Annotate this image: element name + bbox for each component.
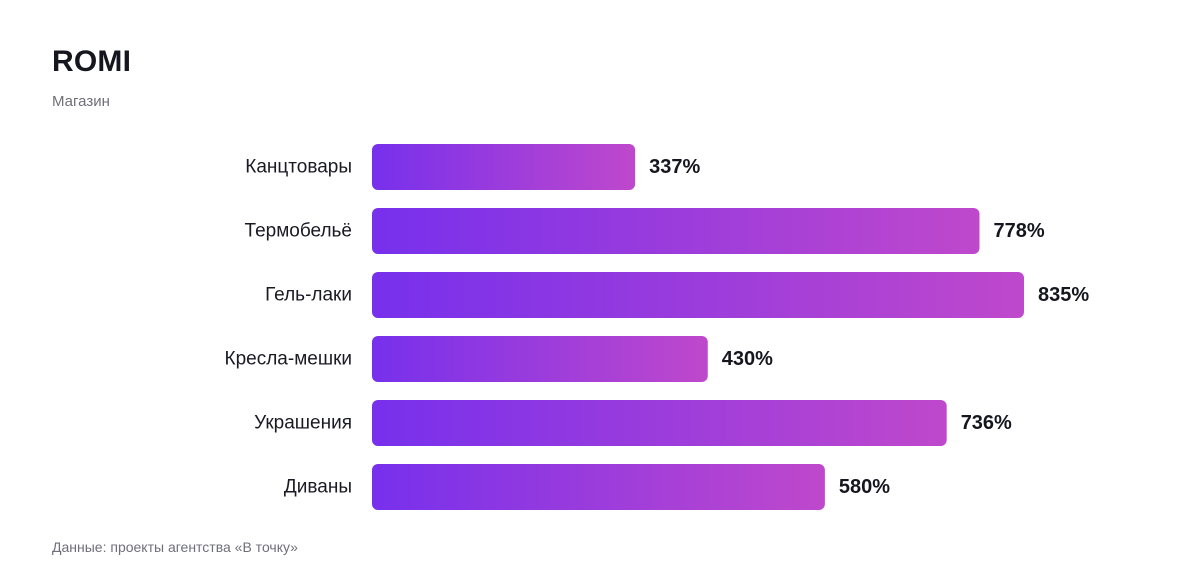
bar bbox=[372, 464, 825, 510]
bar bbox=[372, 400, 947, 446]
value-label: 736% bbox=[961, 412, 1012, 434]
bars-layer: Канцтовары 337% Термобельё 778% Гель-лаки 835… bbox=[225, 144, 1089, 510]
category-label: Диваны bbox=[284, 477, 352, 498]
category-label: Термобельё bbox=[245, 221, 352, 242]
bar bbox=[372, 336, 708, 382]
value-label: 778% bbox=[993, 220, 1044, 242]
bar bbox=[372, 208, 980, 254]
bar bbox=[372, 144, 636, 190]
source-note: Данные: проекты агентства «В точку» bbox=[52, 539, 298, 555]
value-label: 835% bbox=[1038, 284, 1089, 306]
category-label: Канцтовары bbox=[245, 157, 352, 178]
bar bbox=[372, 272, 1024, 318]
value-label: 580% bbox=[839, 476, 890, 498]
category-label: Кресла-мешки bbox=[225, 349, 352, 370]
category-label: Украшения bbox=[254, 413, 352, 434]
chart-title: ROMI bbox=[52, 45, 132, 78]
category-label: Гель-лаки bbox=[265, 285, 352, 306]
chart-subtitle: Магазин bbox=[52, 93, 110, 110]
value-label: 430% bbox=[722, 348, 773, 370]
value-label: 337% bbox=[649, 156, 700, 178]
